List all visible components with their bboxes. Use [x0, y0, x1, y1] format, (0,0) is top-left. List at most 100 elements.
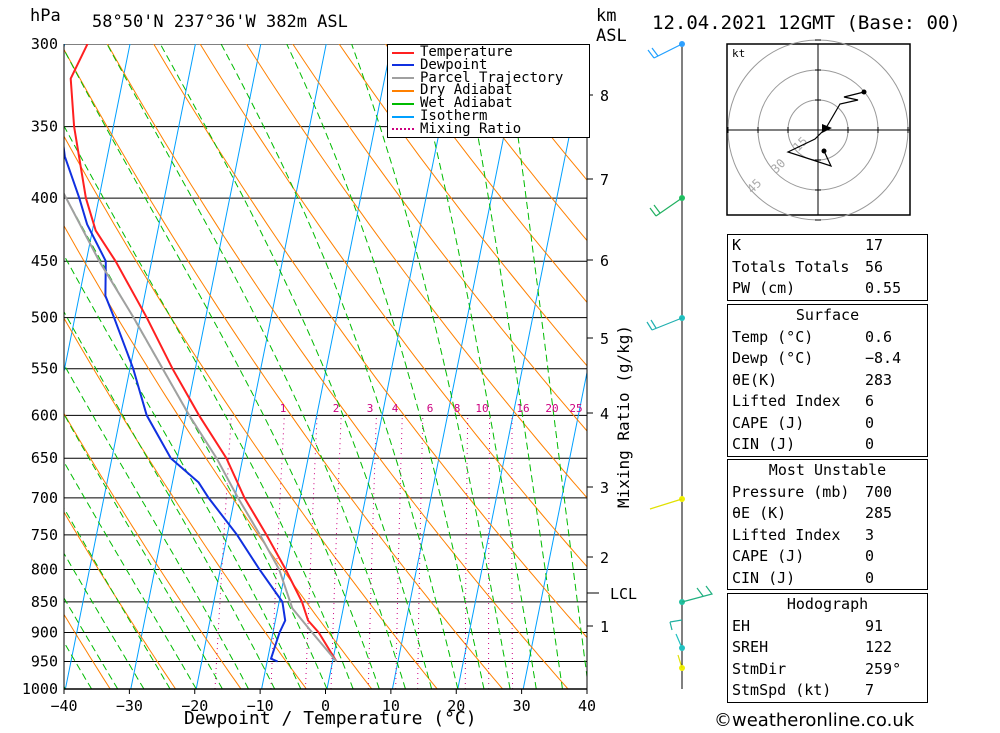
wet-adiabat-line: [64, 552, 145, 689]
km-tick-label: 4: [600, 405, 609, 423]
mixing-ratio-tick-label: 16: [516, 402, 529, 415]
legend-item: Isotherm: [392, 108, 488, 124]
legend-swatch: [392, 89, 414, 92]
temperature-tick-label: 0: [321, 697, 330, 715]
temperature-tick-label: −30: [116, 697, 143, 715]
mixing-ratio-tick-label: 10: [475, 402, 488, 415]
legend-label: Parcel Trajectory: [420, 69, 564, 86]
hodograph-index-value: 122: [865, 638, 893, 656]
hodograph-index-row: EH 91: [728, 616, 927, 638]
hodograph-index-label: StmSpd (kt): [732, 681, 832, 699]
pressure-tick-label: 300: [31, 35, 58, 53]
lcl-label: LCL: [610, 585, 638, 603]
indices-general-table: K 17 Totals Totals 56 PW (cm) 0.55: [727, 234, 928, 301]
general-index-row: Totals Totals 56: [728, 257, 927, 279]
surface-index-value: 6: [865, 392, 875, 410]
wet-adiabat-line: [64, 48, 380, 689]
surface-index-row: Temp (°C) 0.6: [728, 327, 927, 349]
surface-index-label: θE(K): [732, 370, 778, 389]
wind-barb: [649, 498, 683, 510]
general-index-value: 17: [865, 236, 884, 254]
surface-index-label: Lifted Index: [732, 392, 841, 410]
pressure-tick-label: 950: [31, 653, 58, 671]
surface-section-title: Surface: [795, 306, 860, 324]
dry-adiabat-line: [64, 317, 307, 689]
pressure-tick-label: 350: [31, 118, 58, 136]
hodograph-index-value: 7: [865, 681, 875, 699]
legend-item: Mixing Ratio: [392, 122, 521, 136]
surface-index-row: Lifted Index 6: [728, 391, 927, 413]
legend-swatch: [392, 77, 414, 80]
temperature-tick-label: −10: [247, 697, 274, 715]
wet-adiabat-line: [351, 44, 511, 689]
axes: 3003504004505005506006507007508008509009…: [22, 35, 609, 715]
wind-barb: [647, 43, 683, 59]
legend-item: Wet Adiabat: [392, 95, 513, 112]
dry-adiabat-line: [245, 44, 587, 499]
dry-adiabat-line: [338, 44, 587, 367]
most-unstable-index-label: CIN (J): [732, 568, 796, 587]
hodograph-point: [821, 148, 827, 154]
indices-surface-table: Surface Temp (°C) 0.6 Dewp (°C) −8.4 θE(K) 28…: [727, 304, 928, 457]
wind-barb: [646, 317, 683, 331]
dewpoint-line: [64, 142, 287, 663]
mixing-ratio-tick-label: 20: [545, 402, 558, 415]
km-tick-label: 5: [600, 330, 609, 348]
legend-label: Isotherm: [420, 108, 488, 124]
wet-adiabat-line: [64, 597, 119, 689]
hodograph-index-row: StmSpd (kt) 7: [728, 680, 927, 702]
mixing-ratio-tick-label: 8: [454, 402, 461, 415]
wet-adiabat-line: [64, 124, 354, 689]
wet-adiabat-line: [159, 44, 433, 689]
general-index-label: PW (cm): [732, 279, 796, 297]
surface-index-value: −8.4: [865, 349, 902, 367]
isotherm-line: [130, 44, 262, 689]
km-tick-label: 8: [600, 87, 609, 105]
surface-index-value: 0.6: [865, 327, 893, 346]
mixing-ratio-line: [367, 415, 377, 689]
pressure-unit-label: hPa: [30, 6, 61, 26]
most-unstable-index-row: Pressure (mb) 700: [728, 482, 927, 504]
wet-adiabat-line: [409, 44, 537, 689]
pressure-tick-label: 500: [31, 309, 58, 327]
km-tick-label: 6: [600, 252, 609, 270]
general-index-value: 0.55: [865, 279, 902, 297]
legend-item: Temperature: [392, 45, 513, 59]
pressure-tick-label: 800: [31, 560, 58, 578]
pressure-tick-label: 650: [31, 449, 58, 467]
hodograph-index-label: EH: [732, 616, 751, 635]
legend-label: Wet Adiabat: [420, 95, 513, 112]
hodograph-index-label: StmDir: [732, 659, 787, 678]
surface-index-label: CIN (J): [732, 435, 796, 453]
general-index-row: PW (cm) 0.55: [728, 278, 927, 300]
copyright-footer: ©weatheronline.co.uk: [714, 710, 915, 731]
isotherm-line: [391, 44, 523, 689]
most-unstable-index-row: Lifted Index 3: [728, 525, 927, 547]
most-unstable-index-value: 285: [865, 504, 893, 522]
legend-item: Parcel Trajectory: [392, 69, 564, 86]
pressure-tick-label: 1000: [22, 680, 58, 698]
temperature-tick-label: 40: [578, 697, 596, 715]
most-unstable-index-value: 0: [865, 568, 875, 587]
surface-index-value: 283: [865, 370, 893, 389]
legend: Temperature Dewpoint Parcel Trajectory Dry …: [387, 44, 590, 138]
surface-index-label: CAPE (J): [732, 413, 805, 432]
surface-index-label: Dewp (°C): [732, 349, 814, 367]
km-tick-label: 3: [600, 479, 609, 497]
dry-adiabat-line: [64, 511, 177, 689]
pressure-tick-label: 900: [31, 624, 58, 642]
parcel-trajectory-line: [64, 191, 338, 663]
indices-hodograph-table: Hodograph EH 91 SREH 122 StmDir 259° StmSpd (k…: [727, 593, 928, 703]
wet-adiabat-line: [106, 44, 406, 689]
hodograph-index-label: SREH: [732, 638, 769, 656]
most-unstable-index-value: 0: [865, 547, 875, 565]
wind-barb: [681, 585, 714, 603]
hodograph-index-row: StmDir 259°: [728, 659, 927, 681]
mixing-ratio-tick-label: 25: [569, 402, 582, 415]
mixing-ratio-tick-label: 3: [367, 402, 374, 415]
wind-barb: [677, 654, 683, 669]
hodograph-unit-label: kt: [732, 47, 745, 60]
general-index-label: Totals Totals: [732, 257, 850, 276]
